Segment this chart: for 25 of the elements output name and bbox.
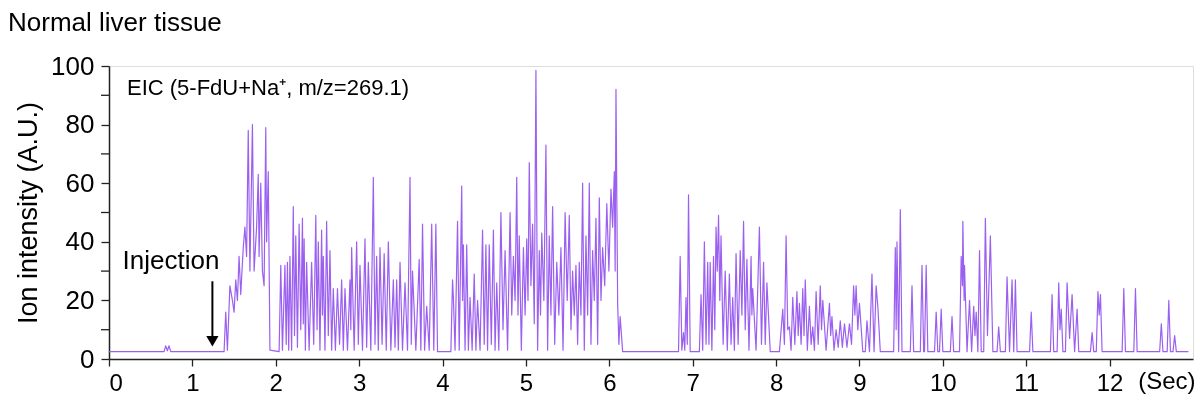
y-tick-label: 40 xyxy=(65,226,95,257)
y-tick-label: 0 xyxy=(80,343,95,374)
y-tick-label: 100 xyxy=(51,50,95,81)
x-tick-label: 11 xyxy=(1014,368,1040,396)
x-tick-label: 5 xyxy=(519,368,534,396)
x-tick-label: 10 xyxy=(929,368,957,396)
x-tick-label: 7 xyxy=(686,368,700,396)
x-tick-label: 9 xyxy=(853,368,867,396)
x-tick-label: 8 xyxy=(769,368,784,396)
x-tick-label: 3 xyxy=(352,368,367,396)
x-tick-label: 0 xyxy=(109,368,123,396)
y-axis-title: Ion intensity (A.U.) xyxy=(13,101,44,325)
x-tick-label: 6 xyxy=(603,368,617,396)
annotation: EIC (5-FdU+Na⁺, m/z=269.1) xyxy=(127,75,410,100)
y-tick-label: 60 xyxy=(65,167,95,198)
line-series xyxy=(108,69,1189,353)
annotation: Injection xyxy=(122,245,220,276)
x-tick-label: 4 xyxy=(436,368,450,396)
chart-title: Normal liver tissue xyxy=(8,7,222,37)
x-tick-label: 2 xyxy=(269,368,283,396)
x-tick-label: 12 xyxy=(1096,368,1124,396)
x-tick-label: 1 xyxy=(186,368,200,396)
x-axis-title: (Sec) xyxy=(1138,366,1196,394)
y-tick-label: 20 xyxy=(65,284,95,315)
y-tick-label: 80 xyxy=(65,109,95,140)
